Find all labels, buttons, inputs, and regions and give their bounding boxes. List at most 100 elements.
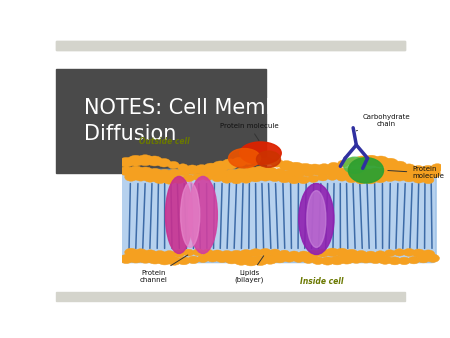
Circle shape — [303, 256, 314, 263]
Bar — [56, 69, 266, 173]
Ellipse shape — [180, 183, 200, 247]
Circle shape — [293, 170, 305, 177]
Circle shape — [308, 175, 319, 183]
Circle shape — [222, 159, 238, 169]
FancyBboxPatch shape — [120, 169, 436, 263]
Circle shape — [359, 169, 373, 178]
Circle shape — [203, 163, 219, 173]
Circle shape — [413, 175, 425, 183]
Circle shape — [188, 167, 199, 174]
Circle shape — [330, 167, 345, 176]
Circle shape — [147, 156, 162, 166]
Circle shape — [119, 255, 133, 263]
Circle shape — [234, 256, 249, 265]
Circle shape — [128, 166, 144, 175]
Circle shape — [216, 255, 229, 263]
Circle shape — [220, 250, 234, 259]
Ellipse shape — [256, 151, 280, 167]
Circle shape — [392, 161, 407, 170]
Circle shape — [253, 256, 268, 265]
Circle shape — [148, 169, 162, 178]
Circle shape — [177, 164, 188, 171]
Circle shape — [328, 162, 339, 170]
Circle shape — [163, 251, 176, 258]
Circle shape — [288, 176, 300, 184]
Circle shape — [321, 257, 334, 265]
Circle shape — [412, 249, 425, 257]
Circle shape — [431, 164, 444, 172]
Circle shape — [127, 155, 144, 166]
Bar — [56, 292, 405, 301]
Circle shape — [243, 256, 259, 266]
Circle shape — [168, 161, 179, 169]
Circle shape — [193, 173, 204, 180]
Circle shape — [302, 169, 315, 176]
Circle shape — [262, 158, 273, 165]
Circle shape — [317, 164, 331, 172]
Circle shape — [339, 255, 354, 264]
Circle shape — [403, 174, 415, 182]
Circle shape — [178, 257, 190, 265]
Circle shape — [372, 156, 389, 167]
Circle shape — [364, 176, 377, 184]
Text: Protein
channel: Protein channel — [140, 255, 188, 283]
Circle shape — [384, 250, 396, 257]
Circle shape — [422, 250, 435, 258]
Circle shape — [268, 173, 282, 182]
Text: NOTES: Cell Membrane &
Diffusion: NOTES: Cell Membrane & Diffusion — [84, 98, 349, 144]
Circle shape — [134, 173, 147, 181]
Circle shape — [363, 155, 379, 166]
Text: Protein
molecule: Protein molecule — [388, 166, 444, 179]
Circle shape — [193, 249, 204, 256]
Circle shape — [382, 158, 399, 169]
Circle shape — [368, 254, 383, 264]
Circle shape — [330, 256, 344, 265]
Circle shape — [427, 254, 439, 262]
Circle shape — [178, 168, 190, 176]
Circle shape — [288, 251, 300, 258]
Circle shape — [230, 250, 243, 259]
Circle shape — [307, 250, 320, 258]
Circle shape — [234, 168, 249, 178]
Circle shape — [188, 256, 199, 264]
Circle shape — [138, 254, 153, 263]
Circle shape — [144, 174, 157, 182]
Circle shape — [212, 161, 229, 172]
Ellipse shape — [189, 176, 217, 254]
Circle shape — [293, 255, 305, 262]
Circle shape — [327, 173, 338, 180]
Circle shape — [243, 156, 255, 165]
Circle shape — [423, 165, 433, 172]
Circle shape — [173, 250, 184, 257]
Circle shape — [183, 174, 194, 182]
Circle shape — [119, 158, 134, 167]
Circle shape — [379, 167, 391, 175]
Bar — [56, 41, 405, 50]
Circle shape — [202, 249, 213, 257]
Circle shape — [320, 166, 335, 175]
Text: Lipids
(bilayer): Lipids (bilayer) — [234, 256, 264, 283]
Circle shape — [345, 249, 358, 258]
Text: Protein molecule: Protein molecule — [220, 123, 279, 141]
Bar — [56, 41, 405, 50]
Circle shape — [312, 257, 324, 264]
Circle shape — [383, 173, 396, 182]
Circle shape — [148, 254, 162, 264]
Circle shape — [271, 159, 284, 167]
Circle shape — [212, 175, 223, 182]
Ellipse shape — [348, 158, 383, 183]
Circle shape — [349, 254, 364, 263]
Circle shape — [158, 169, 172, 178]
Circle shape — [389, 167, 400, 174]
Circle shape — [369, 168, 382, 176]
Circle shape — [375, 251, 386, 258]
Circle shape — [274, 169, 286, 176]
Circle shape — [125, 173, 137, 181]
Circle shape — [239, 249, 253, 258]
Circle shape — [249, 174, 262, 182]
Circle shape — [230, 176, 243, 184]
Ellipse shape — [240, 142, 281, 164]
Circle shape — [259, 173, 272, 181]
Circle shape — [349, 169, 364, 179]
Circle shape — [316, 249, 329, 257]
